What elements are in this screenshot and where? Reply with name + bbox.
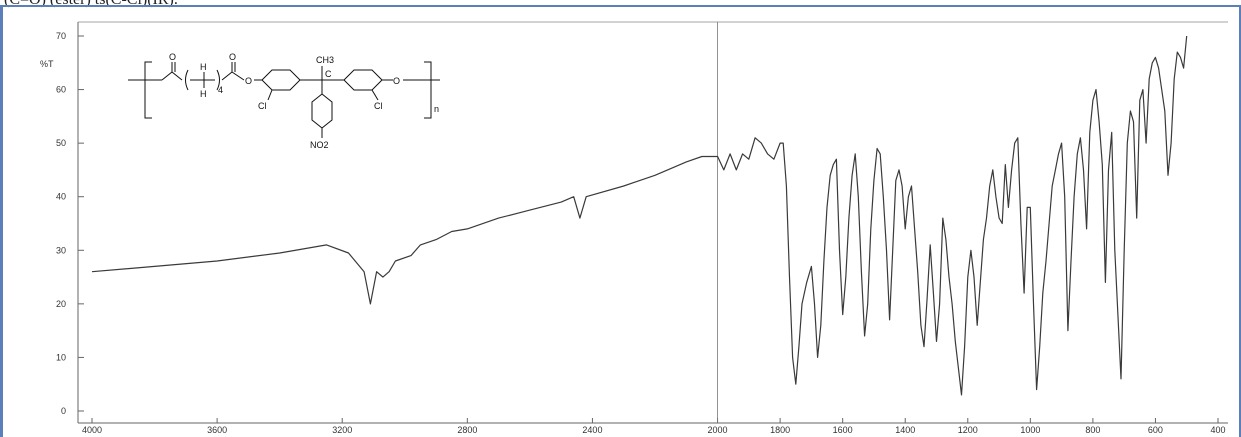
y-tick-label: 20 — [56, 299, 66, 309]
label-o-carbonyl-left: O — [169, 52, 176, 62]
bond — [161, 71, 173, 81]
structure-labels: O H H 4 O O Cl CH3 C NO2 Cl O n — [169, 52, 439, 150]
y-tick-label: 50 — [56, 138, 66, 148]
x-tick-label: 2800 — [457, 425, 477, 435]
x-tick-label: 1800 — [770, 425, 790, 435]
label-cl-right: Cl — [374, 101, 383, 111]
x-tick-label: 1400 — [895, 425, 915, 435]
label-h-top: H — [200, 62, 207, 72]
label-h-bottom: H — [200, 89, 207, 99]
y-tick-label: 10 — [56, 352, 66, 362]
x-tick-label: 800 — [1085, 425, 1100, 435]
bond — [221, 71, 233, 81]
x-tick-label: 4000 — [82, 425, 102, 435]
label-o-ether: O — [393, 76, 400, 86]
label-subscript-4: 4 — [218, 85, 223, 95]
frame-border-right — [1239, 5, 1241, 437]
label-o-carbonyl-right: O — [229, 52, 236, 62]
y-tick-label: 0 — [61, 406, 66, 416]
bracket-left — [144, 61, 152, 119]
benzene-ring-nitro — [311, 93, 333, 129]
label-n: n — [434, 104, 439, 114]
y-tick-label: 60 — [56, 85, 66, 95]
label-c-center: C — [325, 69, 332, 79]
label-o-ester: O — [245, 76, 252, 86]
label-cl-left: Cl — [258, 101, 267, 111]
label-ch3: CH3 — [316, 55, 334, 65]
x-tick-label: 3600 — [207, 425, 227, 435]
bond — [371, 89, 379, 101]
frame-border-left — [0, 5, 3, 437]
x-tick-label: 600 — [1148, 425, 1163, 435]
bond — [267, 89, 273, 101]
bond — [171, 71, 183, 81]
paren-right — [216, 69, 220, 91]
label-no2: NO2 — [310, 140, 329, 150]
polymer-structure — [128, 61, 440, 138]
y-tick-label: 30 — [56, 245, 66, 255]
bracket-right — [424, 61, 432, 119]
x-tick-label: 3200 — [332, 425, 352, 435]
bond — [231, 71, 245, 81]
y-tick-label: 70 — [56, 31, 66, 41]
x-ticks: 4000 3600 3200 2800 2400 2000 1800 1600 1400 1200… — [82, 418, 1226, 435]
x-tick-label: 1200 — [958, 425, 978, 435]
paren-left — [185, 69, 189, 91]
x-tick-label: 1000 — [1020, 425, 1040, 435]
benzene-ring-left — [261, 69, 301, 91]
frame-border-top — [0, 5, 1241, 7]
y-tick-label: 40 — [56, 192, 66, 202]
x-tick-label: 2400 — [582, 425, 602, 435]
y-ticks: 0 10 20 30 40 50 60 70 — [56, 31, 84, 416]
benzene-ring-right — [343, 69, 383, 91]
x-tick-label: 400 — [1210, 425, 1225, 435]
x-tick-label: 1600 — [833, 425, 853, 435]
figure-caption: (C=O) (ester) ts(C-Cl)(IR). — [4, 0, 178, 9]
y-axis-label: %T — [40, 59, 54, 69]
ir-spectrum-trace — [91, 35, 1188, 396]
x-tick-label: 2000 — [708, 425, 728, 435]
